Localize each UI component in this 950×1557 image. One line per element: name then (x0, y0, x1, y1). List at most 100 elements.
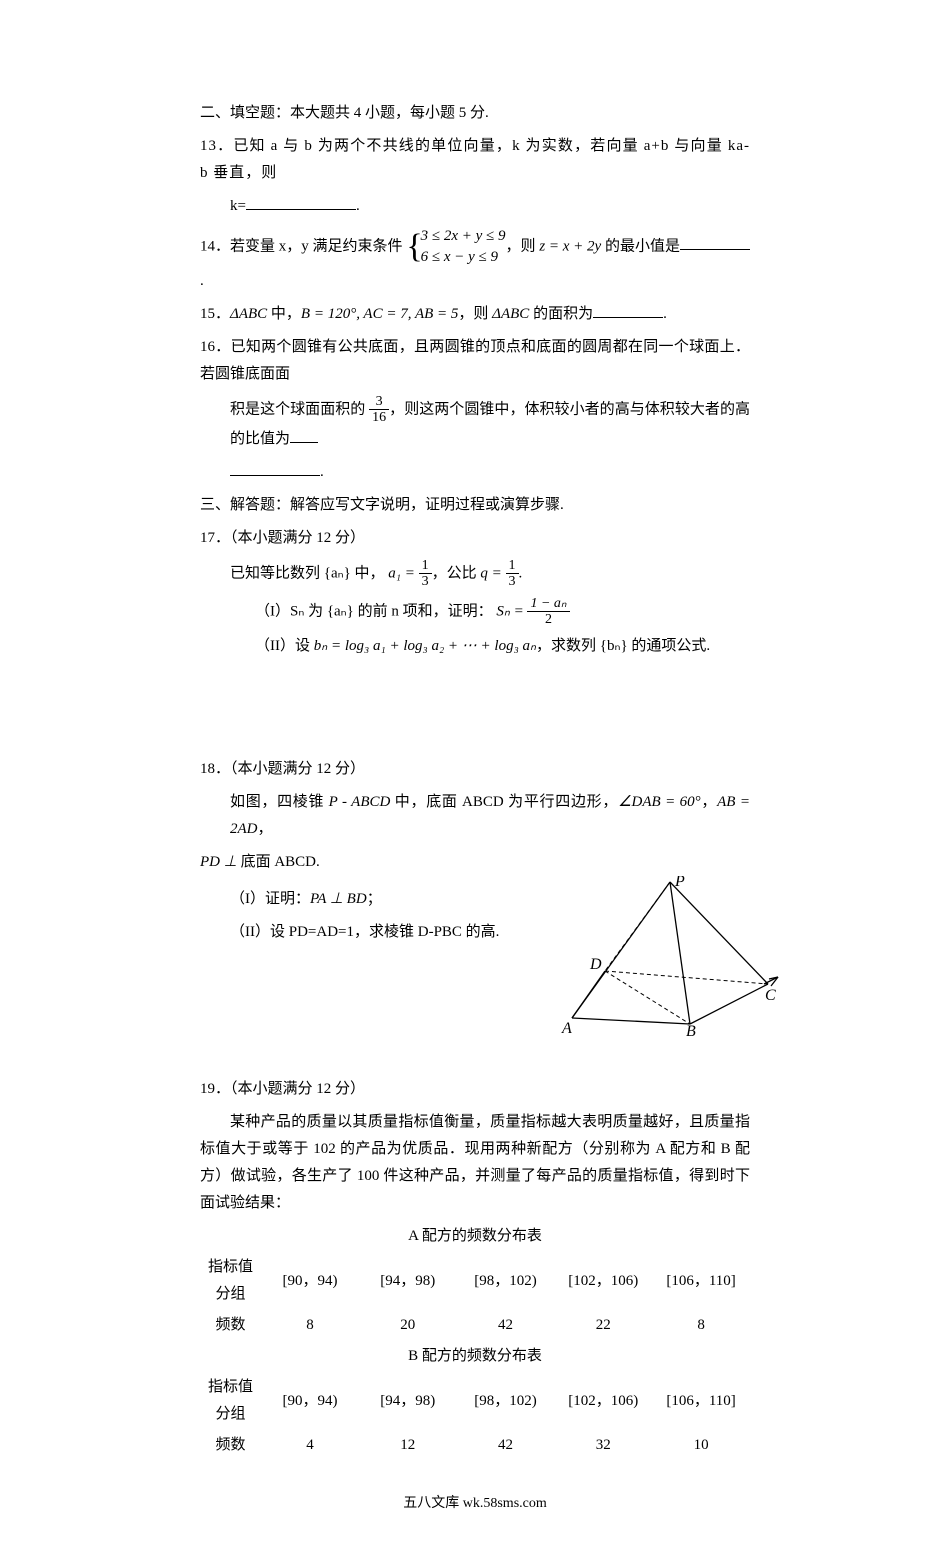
q17-p2-label: （II）设 (255, 638, 310, 654)
q18-l1b: 中，底面 ABCD 为平行四边形， (390, 794, 618, 810)
q15-cond: B = 120°, AC = 7, AB = 5 (301, 306, 458, 322)
tableB-f0: 4 (261, 1430, 359, 1461)
q14-z: z = x + 2y (539, 238, 601, 254)
tableB-int-2: [98，102) (457, 1372, 555, 1430)
q17-sn-label: Sₙ = (496, 603, 527, 619)
q15: 15．ΔABC 中，B = 120°, AC = 7, AB = 5，则 ΔAB… (200, 301, 750, 328)
q14-num: 14． (200, 238, 230, 254)
q13-text-b: k= (230, 198, 246, 214)
q17-q-num: 1 (506, 558, 519, 574)
tableA-f1: 20 (359, 1310, 457, 1341)
tableB-title: B 配方的频数分布表 (200, 1343, 750, 1370)
q16-line1: 16．已知两个圆锥有公共底面，且两圆锥的顶点和底面的圆周都在同一个球面上．若圆锥… (200, 334, 750, 388)
q17-intro-a: 已知等比数列 {aₙ} 中， (230, 565, 385, 581)
tableB-int-1: [94，98) (359, 1372, 457, 1430)
q17-sn-frac: 1 − aₙ2 (527, 596, 569, 628)
q17-a1-frac: 13 (419, 558, 432, 590)
q16-blank2 (230, 460, 320, 476)
q18-header: 18．（本小题满分 12 分） (200, 756, 750, 783)
tableA-int-1: [94，98) (359, 1252, 457, 1310)
q13-blank (246, 194, 356, 210)
tableA-f0: 8 (261, 1310, 359, 1341)
q19-para: 某种产品的质量以其质量指标值衡量，质量指标越大表明质量越好，且质量指标值大于或等… (200, 1109, 750, 1217)
q17-header: 17．（本小题满分 12 分） (200, 525, 750, 552)
tableA-title: A 配方的频数分布表 (200, 1223, 750, 1250)
tableB-label-group: 指标值分组 (200, 1372, 261, 1430)
q13-line2: k=. (230, 193, 750, 220)
q17-a1-num: 1 (419, 558, 432, 574)
q17-q-den: 3 (506, 574, 519, 589)
q13-period: . (356, 198, 360, 214)
page-footer: 五八文库 wk.58sms.com (200, 1491, 750, 1516)
q13-text-a: 已知 a 与 b 为两个不共线的单位向量，k 为实数，若向量 a+b 与向量 k… (200, 138, 750, 181)
q16-frac: 316 (369, 394, 389, 426)
label-A: A (561, 1020, 572, 1036)
q15-tri2: ΔABC (492, 306, 529, 322)
tableA-int-2: [98，102) (457, 1252, 555, 1310)
label-C: C (765, 987, 776, 1004)
tableA-row-freq: 频数 8 20 42 22 8 (200, 1310, 750, 1341)
tableA-int-0: [90，94) (261, 1252, 359, 1310)
tableB-f1: 12 (359, 1430, 457, 1461)
pyramid-svg: P D C A B (550, 876, 780, 1036)
q16-l2a: 积是这个球面面积的 (230, 401, 369, 417)
q15-tail: 的面积为 (529, 306, 593, 322)
tableA-int-4: [106，110] (652, 1252, 750, 1310)
q18-figure: P D C A B (550, 876, 780, 1046)
q14-then: ，则 (506, 238, 540, 254)
q17-part1: （I）Sₙ 为 {aₙ} 的前 n 项和，证明： Sₙ = 1 − aₙ2 (255, 596, 750, 628)
q14-cases: 3 ≤ 2x + y ≤ 9 6 ≤ x − y ≤ 9 (421, 226, 506, 268)
q17-period1: . (519, 565, 523, 581)
label-B: B (686, 1023, 696, 1036)
q18-line2: PD ⊥ 底面 ABCD. (200, 849, 750, 876)
section-3-heading: 三、解答题：解答应写文字说明，证明过程或演算步骤. (200, 492, 750, 519)
tableB-row-freq: 频数 4 12 42 32 10 (200, 1430, 750, 1461)
tableA-int-3: [102，106) (554, 1252, 652, 1310)
q17-p1-label: （I） (255, 603, 290, 619)
q17-a1-label: a₁ = (388, 565, 418, 581)
q16-frac-num: 3 (369, 394, 389, 410)
tableA-f4: 8 (652, 1310, 750, 1341)
q17-num: 17． (200, 530, 230, 546)
q17-sn-num: 1 − aₙ (527, 596, 569, 612)
tableB-int-4: [106，110] (652, 1372, 750, 1430)
q13-num: 13． (200, 138, 233, 154)
q17-header-text: （本小题满分 12 分） (230, 530, 365, 546)
tableA-label-group: 指标值分组 (200, 1252, 261, 1310)
tableB-f3: 32 (554, 1430, 652, 1461)
tableB-row-group: 指标值分组 [90，94) [94，98) [98，102) [102，106)… (200, 1372, 750, 1430)
q17-bn-expr: bₙ = log₃ a₁ + log₃ a₂ + ⋯ + log₃ aₙ (314, 638, 536, 654)
q18-c1: ， (701, 794, 717, 810)
q19-header-text: （本小题满分 12 分） (230, 1081, 365, 1097)
tableB-int-3: [102，106) (554, 1372, 652, 1430)
q14-case2: 6 ≤ x − y ≤ 9 (421, 249, 498, 265)
q16-blank1 (290, 427, 318, 443)
q18-pd: PD ⊥ (200, 854, 237, 870)
q18-angle: ∠DAB = 60° (618, 794, 701, 810)
label-P: P (674, 876, 685, 890)
q18-semi: ； (367, 891, 382, 907)
q17-p1-a: Sₙ 为 {aₙ} 的前 n 项和，证明： (290, 603, 493, 619)
section-2-heading: 二、填空题：本大题共 4 小题，每小题 5 分. (200, 100, 750, 127)
q18-c2: ， (258, 821, 273, 837)
q17-comma: ，公比 (432, 565, 481, 581)
q18-l1a: 如图，四棱锥 (230, 794, 329, 810)
q17-a1-den: 3 (419, 574, 432, 589)
tableA-f3: 22 (554, 1310, 652, 1341)
tableB-f2: 42 (457, 1430, 555, 1461)
q15-period: . (663, 306, 667, 322)
tableA: 指标值分组 [90，94) [94，98) [98，102) [102，106)… (200, 1252, 750, 1341)
q17-sn-den: 2 (527, 612, 569, 627)
q18-header-text: （本小题满分 12 分） (230, 761, 365, 777)
tableA-row-group: 指标值分组 [90，94) [94，98) [98，102) [102，106)… (200, 1252, 750, 1310)
q18-num: 18． (200, 761, 230, 777)
q18-l1c: 底面 ABCD. (237, 854, 320, 870)
tableB-int-0: [90，94) (261, 1372, 359, 1430)
q18-pabd: PA ⊥ BD (310, 891, 367, 907)
q13-line1: 13．已知 a 与 b 为两个不共线的单位向量，k 为实数，若向量 a+b 与向… (200, 133, 750, 187)
label-D: D (589, 956, 602, 973)
q14-blank (680, 234, 750, 250)
tableA-label-freq: 频数 (200, 1310, 261, 1341)
q17-q-frac: 13 (506, 558, 519, 590)
tableA-f2: 42 (457, 1310, 555, 1341)
